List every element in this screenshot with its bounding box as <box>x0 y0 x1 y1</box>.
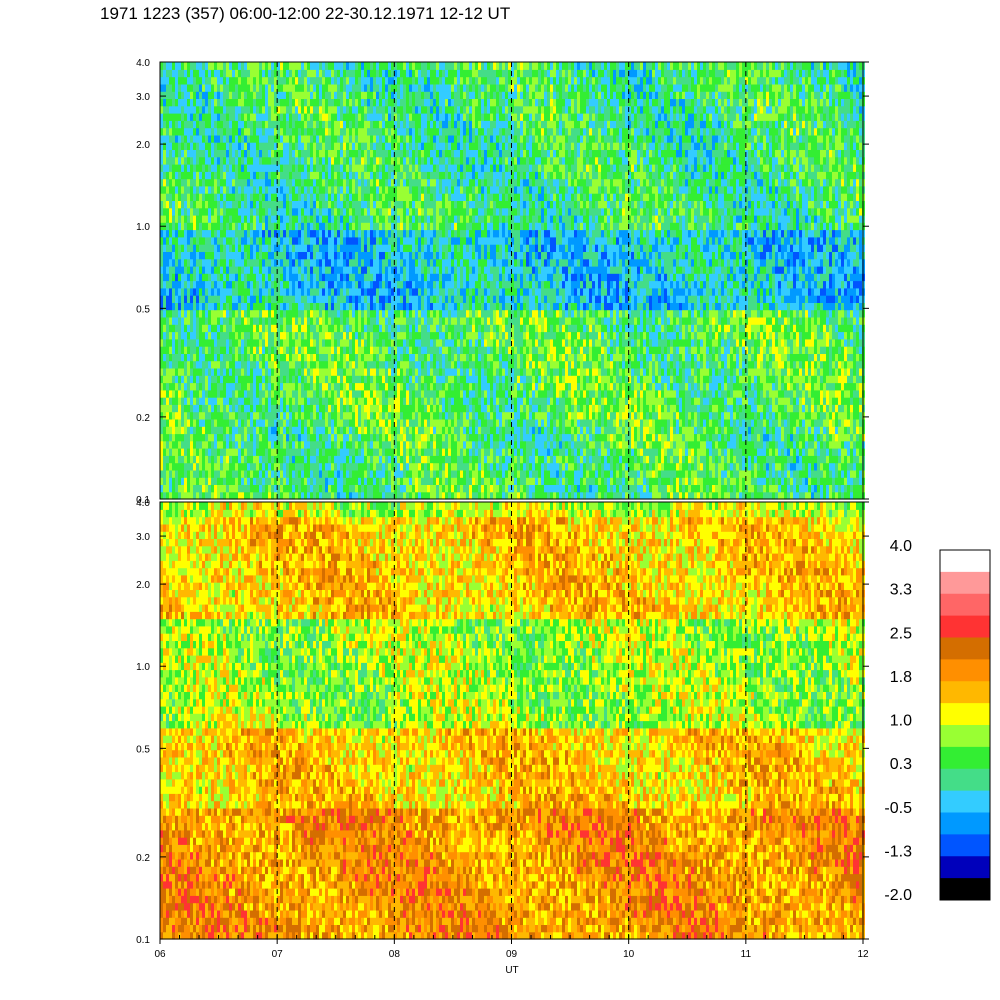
colorbar-label: 4.0 <box>890 538 912 555</box>
y-tick-label: 1.0 <box>136 222 150 233</box>
x-axis: 06 07 08 09 10 11 12 <box>154 935 869 960</box>
colorbar-label: 2.5 <box>890 625 912 642</box>
colorbar-label: 1.0 <box>890 713 912 730</box>
heatmap-cells <box>160 62 865 500</box>
x-tick-label: 11 <box>741 949 752 960</box>
x-tick-label: 07 <box>272 949 284 960</box>
chart-title: 1971 1223 (357) 06:00-12:00 22-30.12.197… <box>100 4 510 24</box>
y-tick-label: 0.1 <box>136 495 150 506</box>
colorbar-swatch <box>940 790 990 813</box>
y-tick-label: 0.2 <box>136 853 150 864</box>
colorbar-label: 1.8 <box>890 669 912 686</box>
colorbar-swatch <box>940 746 990 770</box>
colorbar: 4.0 3.3 2.5 1.8 1.0 0.3 -0.5 -1.3 -2.0 <box>884 538 991 904</box>
y-tick-label: 3.0 <box>136 532 150 543</box>
y-tick-label: 2.0 <box>136 580 150 591</box>
x-tick-label: 08 <box>389 949 401 960</box>
y-tick-label: 0.2 <box>136 413 150 424</box>
colorbar-label: 3.3 <box>890 582 912 599</box>
y-tick-label: 1.0 <box>136 662 150 673</box>
colorbar-label: -2.0 <box>884 887 912 904</box>
colorbar-swatch <box>940 812 990 835</box>
colorbar-label: 0.3 <box>890 756 912 773</box>
colorbar-swatch <box>940 856 990 879</box>
colorbar-swatch <box>940 768 990 792</box>
colorbar-swatch <box>940 834 990 857</box>
x-axis-label: UT <box>505 965 518 976</box>
colorbar-swatch <box>940 615 990 638</box>
colorbar-swatch <box>940 659 990 682</box>
colorbar-swatch <box>940 593 990 617</box>
top-panel: 0.1 0.2 0.5 1.0 2.0 3.0 4.0 <box>136 58 869 506</box>
colorbar-swatch <box>940 681 990 704</box>
bottom-panel: 0.1 0.2 0.5 1.0 2.0 3.0 4.0 <box>136 498 869 946</box>
colorbar-swatch <box>940 571 990 595</box>
y-tick-label: 2.0 <box>136 140 150 151</box>
colorbar-frame <box>939 549 991 901</box>
heatmap-cells <box>160 502 865 940</box>
colorbar-swatch <box>940 703 990 726</box>
colorbar-swatch <box>940 637 990 660</box>
x-tick-label: 10 <box>623 949 635 960</box>
y-tick-label: 4.0 <box>136 58 150 69</box>
colorbar-swatch <box>940 878 990 901</box>
colorbar-label: -0.5 <box>884 800 912 817</box>
colorbar-swatch <box>940 550 990 573</box>
colorbar-swatch <box>940 725 990 748</box>
y-tick-label: 0.5 <box>136 744 150 755</box>
x-tick-label: 06 <box>154 949 166 960</box>
x-tick-label: 12 <box>857 949 869 960</box>
x-tick-label: 09 <box>506 949 518 960</box>
y-tick-label: 0.1 <box>136 935 150 946</box>
colorbar-label: -1.3 <box>884 843 912 860</box>
y-tick-label: 4.0 <box>136 498 150 509</box>
y-tick-label: 0.5 <box>136 304 150 315</box>
y-tick-label: 3.0 <box>136 92 150 103</box>
